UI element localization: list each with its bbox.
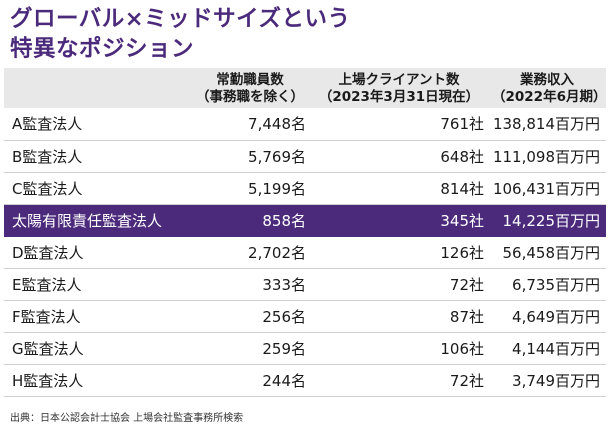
listed-clients-cell: 72社 bbox=[449, 275, 484, 294]
header-clients: 上場クライアント数 （2023年3月31日現在） bbox=[310, 68, 488, 108]
staff-count-cell: 5,199名 bbox=[248, 179, 306, 198]
listed-clients-cell: 345社 bbox=[440, 211, 484, 230]
title-line-1: グローバル×ミッドサイズという bbox=[10, 6, 351, 32]
table-row: F監査法人 256名 87社 4,649百万円 bbox=[4, 300, 606, 332]
revenue-cell: 6,735百万円 bbox=[512, 275, 600, 294]
firm-name-cell: E監査法人 bbox=[12, 275, 82, 294]
listed-clients-cell: 72社 bbox=[449, 371, 484, 390]
revenue-cell: 111,098百万円 bbox=[492, 147, 600, 166]
revenue-cell: 14,225百万円 bbox=[502, 211, 601, 230]
header-revenue: 業務収入 （2022年6月期） bbox=[488, 68, 606, 108]
table-row: A監査法人 7,448名 761社 138,814百万円 bbox=[4, 108, 606, 140]
table-row: 太陽有限責任監査法人 858名 345社 14,225百万円 bbox=[4, 204, 606, 236]
header-staff: 常勤職員数 （事務職を除く） bbox=[190, 68, 310, 108]
header-firm bbox=[4, 68, 190, 108]
revenue-cell: 4,649百万円 bbox=[512, 307, 600, 326]
revenue-cell: 3,749百万円 bbox=[512, 371, 600, 390]
header-clients-line-1: 上場クライアント数 bbox=[338, 71, 460, 88]
listed-clients-cell: 106社 bbox=[440, 339, 484, 358]
staff-count-cell: 5,769名 bbox=[248, 147, 306, 166]
staff-count-cell: 858名 bbox=[262, 211, 306, 230]
firm-name-cell: C監査法人 bbox=[12, 179, 83, 198]
staff-count-cell: 7,448名 bbox=[248, 115, 306, 134]
header-staff-line-2: （事務職を除く） bbox=[196, 88, 304, 105]
staff-count-cell: 333名 bbox=[262, 275, 306, 294]
staff-count-cell: 256名 bbox=[262, 307, 306, 326]
firm-name-cell: F監査法人 bbox=[12, 307, 81, 326]
page-title: グローバル×ミッドサイズという 特異なポジション bbox=[10, 4, 350, 64]
staff-count-cell: 244名 bbox=[262, 371, 306, 390]
revenue-cell: 138,814百万円 bbox=[492, 115, 600, 134]
firm-name-cell: H監査法人 bbox=[12, 371, 84, 390]
revenue-cell: 106,431百万円 bbox=[492, 179, 600, 198]
title-line-2: 特異なポジション bbox=[10, 36, 195, 62]
listed-clients-cell: 126社 bbox=[440, 243, 484, 262]
comparison-table: 常勤職員数 （事務職を除く） 上場クライアント数 （2023年3月31日現在） … bbox=[4, 68, 606, 397]
firm-name-cell: D監査法人 bbox=[12, 243, 84, 262]
firm-name-cell: B監査法人 bbox=[12, 147, 83, 166]
listed-clients-cell: 648社 bbox=[440, 147, 484, 166]
listed-clients-cell: 814社 bbox=[440, 179, 484, 198]
header-clients-line-2: （2023年3月31日現在） bbox=[318, 88, 480, 105]
table-row: E監査法人 333名 72社 6,735百万円 bbox=[4, 268, 606, 300]
firm-name-cell: A監査法人 bbox=[12, 115, 83, 134]
header-staff-line-1: 常勤職員数 bbox=[216, 71, 284, 88]
listed-clients-cell: 761社 bbox=[440, 115, 484, 134]
table-row: G監査法人 259名 106社 4,144百万円 bbox=[4, 332, 606, 364]
listed-clients-cell: 87社 bbox=[449, 307, 484, 326]
revenue-cell: 4,144百万円 bbox=[512, 339, 600, 358]
header-revenue-line-2: （2022年6月期） bbox=[492, 88, 607, 105]
firm-name-cell: 太陽有限責任監査法人 bbox=[12, 211, 163, 230]
table-row: H監査法人 244名 72社 3,749百万円 bbox=[4, 364, 606, 396]
table-row: D監査法人 2,702名 126社 56,458百万円 bbox=[4, 236, 606, 268]
staff-count-cell: 259名 bbox=[262, 339, 306, 358]
revenue-cell: 56,458百万円 bbox=[502, 243, 601, 262]
staff-count-cell: 2,702名 bbox=[248, 243, 306, 262]
firm-name-cell: G監査法人 bbox=[12, 339, 84, 358]
table-row: B監査法人 5,769名 648社 111,098百万円 bbox=[4, 140, 606, 172]
table-row: C監査法人 5,199名 814社 106,431百万円 bbox=[4, 172, 606, 204]
source-note: 出典：日本公認会計士協会 上場会社監査事務所検索 bbox=[10, 413, 244, 424]
table-header-row: 常勤職員数 （事務職を除く） 上場クライアント数 （2023年3月31日現在） … bbox=[4, 68, 606, 108]
header-revenue-line-1: 業務収入 bbox=[520, 71, 574, 88]
